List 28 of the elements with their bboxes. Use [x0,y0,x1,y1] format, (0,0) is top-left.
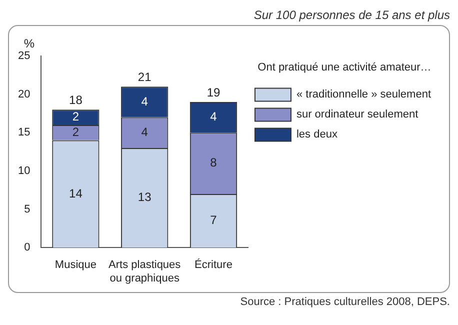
data-label: 2 [72,124,80,139]
y-tick-label: 10 [18,164,30,177]
x-tick-label: Musique [54,259,96,272]
total-label: 19 [206,85,221,100]
source-note: Source : Pratiques culturelles 2008, DEPS. [239,296,450,308]
data-label: 4 [210,110,218,124]
legend-title: Ont pratiqué une activité amateur… [258,62,432,74]
text: Sur 100 personnes de 15 ans et plus [252,8,450,22]
data-label: 4 [141,94,148,108]
data-label: 14 [69,186,83,200]
y-axis-title: % [24,36,35,50]
y-tick-label: 0 [24,242,30,254]
data-label: 8 [210,156,218,170]
y-tick-label: 25 [18,50,30,62]
data-label: 7 [210,213,218,228]
y-tick-label: 20 [18,88,30,100]
legend-label: sur ordinateur seulement [296,108,418,121]
legend-label: les deux [296,128,338,141]
total-label: 21 [138,70,152,84]
x-tick-label: Arts plastiques ou graphiques [108,259,182,284]
data-label: 2 [72,110,80,124]
y-tick-label: 5 [24,203,30,216]
data-label: 4 [141,124,148,139]
legend-label: « traditionnelle » seulement [296,88,431,101]
data-label: 13 [138,190,152,204]
total-label: 18 [69,92,83,107]
y-tick-label: 15 [18,126,30,139]
x-tick-label: Écriture [194,258,232,272]
